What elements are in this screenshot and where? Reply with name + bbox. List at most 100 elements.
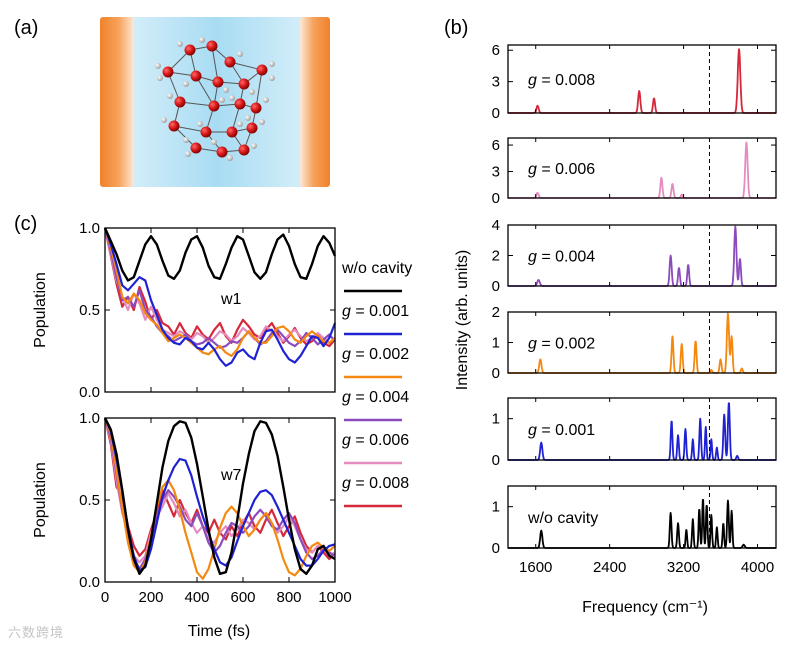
hydrogen-atom: [259, 119, 265, 125]
spectrum-frame: [507, 397, 777, 461]
spectrum-panel-4: 0 1 g = 0.001: [492, 397, 777, 469]
hydrogen-atom: [237, 51, 243, 57]
curve-annotation: w7: [220, 467, 242, 484]
legend-label-g8: g = 0.008: [342, 475, 409, 492]
oxygen-atom: [200, 126, 212, 138]
y-tick-label: 0: [492, 105, 500, 122]
x-tick-label: 2400: [593, 559, 626, 576]
hydrogen-atom: [197, 121, 203, 127]
legend-label-value: = 0.001: [351, 303, 409, 320]
legend-label-symbol: g: [342, 303, 351, 320]
x-tick-label: 200: [138, 589, 163, 606]
x-tick-label: 600: [230, 589, 255, 606]
water-cluster: [155, 37, 275, 161]
spectrum-panel-label-value: = 0.002: [537, 336, 595, 353]
legend-label-value: = 0.008: [351, 475, 409, 492]
hydrogen-bond: [195, 75, 215, 107]
y-tick-label: 0: [492, 452, 500, 469]
population-plot-w7: 0.0 0.5 1.0 0 200 400 600 800 1000 Population w7: [32, 410, 352, 606]
series-line-g1: [103, 227, 337, 367]
hydrogen-atom: [183, 137, 189, 143]
oxygen-atom: [256, 64, 268, 76]
spectrum-panel-label: g = 0.006: [528, 161, 595, 178]
series-line-wo: [103, 417, 336, 575]
right-mirror: [300, 17, 330, 187]
y-tick-label: 0.0: [79, 384, 100, 401]
y-tick-label: 0.5: [79, 492, 100, 509]
spectrum-panel-label-symbol: g: [528, 336, 537, 353]
spectrum-panel-label-value: = 0.001: [537, 422, 595, 439]
legend-label-g1: g = 0.001: [342, 303, 409, 320]
spectrum-panel-label: g = 0.004: [528, 249, 595, 266]
spectrum-panel-5: 0 1 w/o cavity: [492, 485, 777, 557]
legend-label-symbol: g: [342, 346, 351, 363]
hydrogen-atom: [223, 87, 229, 93]
left-mirror: [100, 17, 134, 187]
hydrogen-bond: [179, 101, 215, 107]
curve-annotation: w1: [220, 291, 242, 308]
x-tick-label: 0: [101, 589, 109, 606]
spectra-stack: 0 3 6 g = 0.008 0 3 6 g = 0.006 0 2 4 g = 0.004 0 1 2 g…: [492, 42, 777, 576]
spectrum-panel-label-value: = 0.006: [537, 161, 595, 178]
oxygen-atom: [190, 142, 202, 154]
oxygen-atom: [184, 44, 196, 56]
series-line-g6: [103, 227, 336, 344]
spectra-y-axis-label: Intensity (arb. units): [454, 250, 471, 391]
spectrum-panel-label: g = 0.002: [528, 336, 595, 353]
spectrum-panel-label-symbol: g: [528, 249, 537, 266]
y-tick-label: 3: [492, 74, 500, 91]
y-tick-label: 0: [492, 190, 500, 207]
y-tick-label: 3: [492, 164, 500, 181]
legend-label-g4: g = 0.004: [342, 389, 409, 406]
legend-label-value: = 0.006: [351, 432, 409, 449]
hydrogen-atom: [161, 117, 167, 123]
y-tick-label: 2: [492, 304, 500, 321]
spectrum-frame: [507, 44, 777, 114]
hydrogen-atom: [269, 75, 275, 81]
hydrogen-atom: [183, 81, 189, 87]
y-tick-label: 0: [492, 278, 500, 295]
y-tick-label: 1: [492, 499, 500, 516]
spectrum-panel-1: 0 3 6 g = 0.006: [492, 137, 777, 207]
legend-label-symbol: g: [342, 432, 351, 449]
hydrogen-atom: [199, 37, 205, 43]
oxygen-atom: [238, 78, 250, 90]
hydrogen-atom: [167, 93, 173, 99]
x-tick-label: 800: [276, 589, 301, 606]
legend-label-g6: g = 0.006: [342, 432, 409, 449]
y-tick-label: 1: [492, 411, 500, 428]
hydrogen-atom: [263, 97, 269, 103]
y-tick-label: 1.0: [79, 220, 100, 237]
hydrogen-atom: [229, 95, 235, 101]
series-line-g2: [103, 417, 336, 580]
panel-label-c: (c): [14, 213, 37, 235]
spectrum-panel-label: g = 0.001: [528, 422, 595, 439]
spectrum-panel-label-value: w/o cavity: [527, 510, 598, 527]
hydrogen-atom: [185, 151, 191, 157]
oxygen-atom: [238, 144, 250, 156]
watermark-text: 六数跨境: [8, 626, 65, 641]
spectrum-panel-label-value: = 0.004: [537, 249, 595, 266]
y-tick-label: 6: [492, 42, 500, 59]
oxygen-atom: [162, 66, 174, 78]
series-line-g2: [103, 227, 336, 357]
hydrogen-atom: [211, 139, 217, 145]
legend-label-value: = 0.002: [351, 346, 409, 363]
y-tick-label: 6: [492, 137, 500, 154]
oxygen-atom: [224, 56, 236, 68]
plot-frame: [104, 227, 336, 393]
hydrogen-atom: [237, 121, 243, 127]
x-tick-label: 1000: [318, 589, 351, 606]
spectrum-panel-3: 0 1 2 g = 0.002: [492, 304, 777, 382]
series-line-g1: [103, 417, 336, 572]
oxygen-atom: [216, 146, 228, 158]
y-tick-label: 2: [492, 248, 500, 265]
y-tick-label: 4: [492, 217, 500, 234]
spectrum-panel-label-symbol: g: [528, 72, 537, 89]
hydrogen-atom: [227, 155, 233, 161]
oxygen-atom: [206, 40, 218, 52]
spectrum-panel-label: w/o cavity: [527, 510, 598, 527]
oxygen-atom: [226, 126, 238, 138]
